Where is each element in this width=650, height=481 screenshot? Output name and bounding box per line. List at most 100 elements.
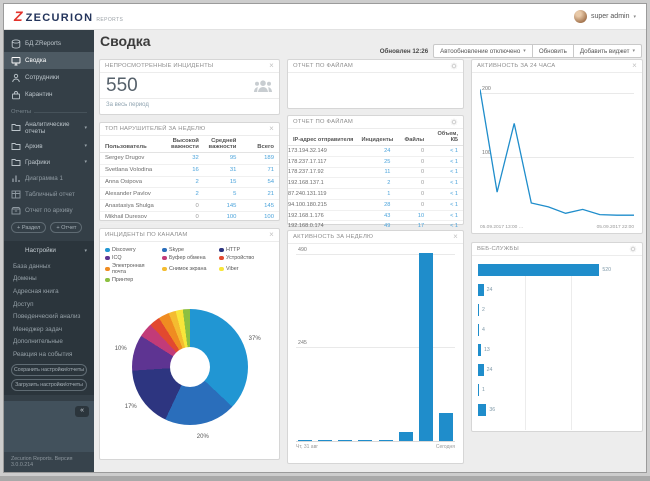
bar[interactable]	[478, 264, 600, 276]
bar[interactable]	[478, 304, 479, 316]
widget-close-icon[interactable]: ×	[269, 124, 274, 133]
value-cell[interactable]: 43	[361, 210, 396, 222]
bar[interactable]	[438, 412, 453, 441]
value-cell[interactable]: 100	[203, 211, 242, 224]
sidebar-collapse-button[interactable]: «	[75, 405, 89, 418]
value-cell[interactable]: < 1	[429, 199, 463, 211]
bar[interactable]	[478, 404, 487, 416]
bar[interactable]	[478, 284, 484, 296]
sidebar-item-settings[interactable]: Настройки ▾	[4, 241, 94, 260]
sidebar-item[interactable]: Дополнительные	[13, 338, 63, 346]
chevron-down-icon: ▾	[523, 48, 526, 54]
value-cell[interactable]: < 1	[429, 156, 463, 168]
widget-files-report: ОТЧЕТ ПО ФАЙЛАМ IP-адрес отправителя Инци…	[287, 115, 464, 244]
value-cell[interactable]: 10	[395, 210, 430, 222]
value-cell[interactable]: 28	[361, 199, 396, 211]
bar[interactable]	[478, 384, 479, 396]
refresh-button[interactable]: Обновить	[532, 44, 574, 58]
value-cell[interactable]: 189	[241, 152, 279, 165]
bar[interactable]	[358, 440, 373, 441]
add-report-button[interactable]: + Отчет	[50, 222, 83, 233]
value-cell[interactable]: 71	[241, 164, 279, 177]
bar[interactable]	[398, 431, 413, 441]
sidebar-folder-charts[interactable]: Графики ▾	[4, 154, 94, 170]
sidebar-item-archive-report[interactable]: Отчет по архиву	[4, 202, 94, 218]
sidebar-item[interactable]: Домены	[13, 275, 37, 283]
legend-label: Viber	[226, 266, 239, 272]
sidebar: БД ZReports Сводка Сотрудники Карантин О…	[4, 30, 94, 472]
value-cell[interactable]: 5	[203, 187, 242, 201]
table-row: 173.194.32.149 24 0 < 1	[288, 145, 463, 157]
sidebar-item[interactable]: База данных	[13, 262, 51, 270]
widget-settings-gear-icon[interactable]	[450, 118, 458, 126]
load-settings-button[interactable]: Загрузить настройки/отчеты	[11, 378, 87, 391]
sidebar-item-employees[interactable]: Сотрудники	[4, 69, 94, 86]
sidebar-item-label: Аналитические отчеты	[25, 120, 70, 135]
sidebar-item[interactable]: Менеджер задач	[13, 325, 63, 333]
bar[interactable]	[338, 440, 353, 441]
value-cell[interactable]: 54	[241, 176, 279, 189]
sidebar-item[interactable]: Адресная книга	[13, 287, 59, 295]
bar[interactable]	[318, 440, 333, 441]
value-cell[interactable]: 21	[241, 187, 279, 201]
sidebar-item-quarantine[interactable]: Карантин	[4, 86, 94, 103]
value-cell[interactable]: 32	[166, 152, 204, 165]
widget-close-icon[interactable]: ×	[269, 230, 274, 239]
widget-close-icon[interactable]: ×	[269, 61, 274, 70]
value-cell[interactable]: 31	[203, 164, 242, 177]
chevron-down-icon[interactable]: ▾	[84, 124, 87, 131]
value-cell[interactable]: 2	[361, 177, 396, 190]
value-cell[interactable]: 15	[203, 176, 242, 189]
legend-label: Skype	[169, 247, 184, 253]
value-cell[interactable]: 145	[241, 199, 279, 212]
sidebar-folder-archive[interactable]: Архив ▾	[4, 138, 94, 154]
sidebar-item[interactable]: Доступ	[13, 300, 34, 308]
sidebar-item-summary[interactable]: Сводка	[4, 52, 94, 69]
sidebar-item[interactable]: Реакция на события	[13, 350, 73, 358]
value-cell[interactable]: 25	[361, 156, 396, 168]
bar-value-label: 24	[486, 367, 493, 373]
sidebar-item[interactable]: Поведенческий анализ	[13, 313, 81, 321]
value-cell[interactable]: < 1	[429, 177, 463, 190]
bar-row: 1	[478, 384, 636, 396]
bar[interactable]	[478, 324, 479, 336]
bar[interactable]	[418, 252, 433, 441]
autorefresh-dropdown[interactable]: Автообновление отключено ▾	[433, 44, 533, 58]
widget-settings-gear-icon[interactable]	[450, 62, 458, 70]
bar[interactable]	[478, 344, 482, 356]
sidebar-item-diagram[interactable]: Диаграмма 1	[4, 170, 94, 186]
value-cell[interactable]: 1	[361, 188, 396, 200]
value-cell[interactable]: 95	[203, 152, 242, 165]
sidebar-item-table-report[interactable]: Табличный отчет	[4, 186, 94, 202]
widget-settings-gear-icon[interactable]	[629, 245, 637, 253]
value-cell[interactable]: < 1	[429, 188, 463, 200]
widget-close-icon[interactable]: ×	[453, 232, 458, 241]
user-menu[interactable]: super admin ▾	[573, 10, 636, 23]
add-section-button[interactable]: + Раздел	[11, 222, 47, 233]
chevron-down-icon[interactable]: ▾	[84, 247, 87, 254]
value-cell[interactable]: < 1	[429, 210, 463, 222]
value-cell[interactable]: 11	[361, 167, 396, 179]
value-cell[interactable]: 2	[166, 176, 204, 189]
value-cell[interactable]: 24	[361, 145, 396, 157]
legend-label: Снимок экрана	[169, 266, 207, 272]
value-cell[interactable]: 145	[203, 199, 242, 212]
period-selector[interactable]: За весь период	[100, 98, 279, 111]
bar[interactable]	[298, 440, 312, 441]
save-settings-button[interactable]: Сохранить настройки/отчеты	[11, 363, 87, 376]
bar[interactable]	[378, 440, 393, 441]
value-cell[interactable]: < 1	[429, 167, 463, 179]
sidebar-folder-analytic-reports[interactable]: Аналитические отчеты ▾	[4, 117, 94, 138]
value-cell[interactable]: 100	[241, 211, 279, 224]
legend-color-dot	[219, 255, 224, 261]
value-cell[interactable]: 16	[166, 164, 204, 177]
value-cell[interactable]: 2	[166, 187, 204, 201]
sidebar-item-db[interactable]: БД ZReports	[4, 35, 94, 52]
value-cell[interactable]: < 1	[429, 145, 463, 157]
widget-close-icon[interactable]: ×	[632, 61, 637, 70]
widget-incidents-by-channel: ИНЦИДЕНТЫ ПО КАНАЛАМ × Discovery Skype HTTP…	[99, 228, 280, 460]
chevron-down-icon[interactable]: ▾	[84, 143, 87, 149]
chevron-down-icon[interactable]: ▾	[84, 159, 87, 165]
add-widget-dropdown[interactable]: Добавить виджет ▾	[573, 44, 642, 58]
bar[interactable]	[478, 364, 484, 376]
